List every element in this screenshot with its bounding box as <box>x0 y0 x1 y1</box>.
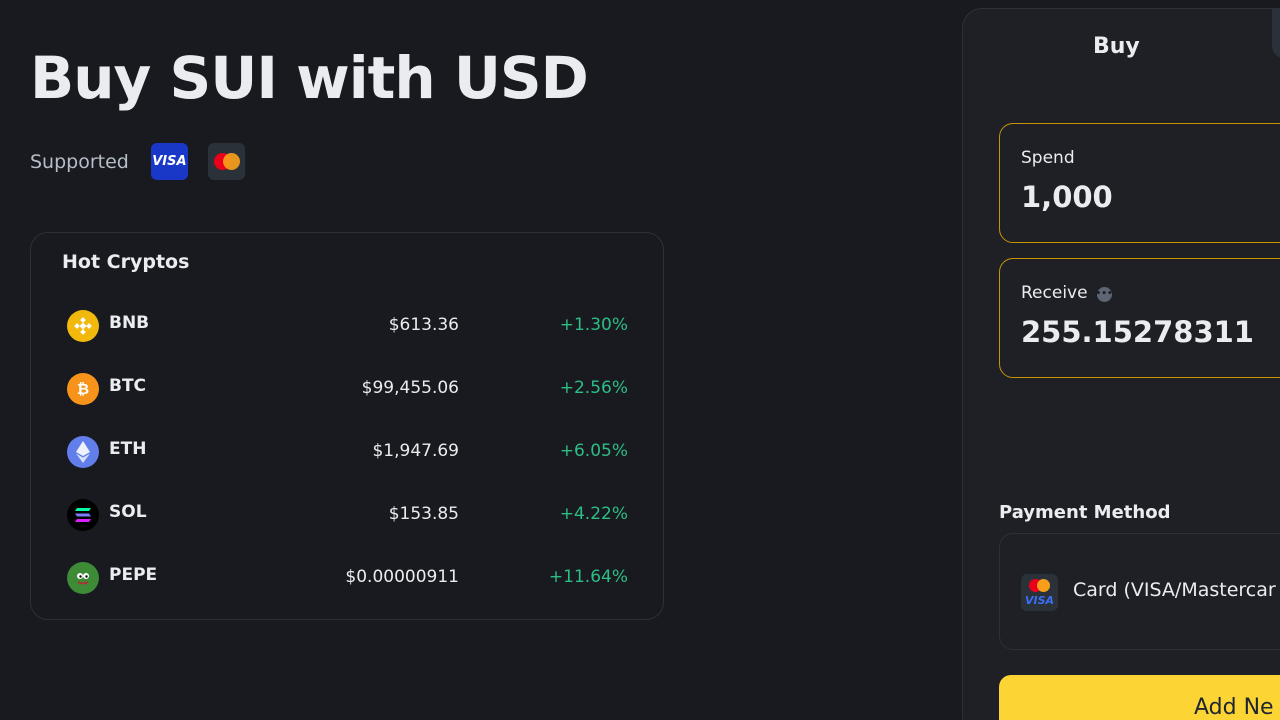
hot-cryptos-card: Hot Cryptos BNB $613.36 +1.30% ₿ BTC $99… <box>30 232 664 620</box>
supported-payments: Supported VISA <box>30 143 265 180</box>
crypto-price: $99,455.06 <box>361 378 459 398</box>
crypto-symbol: PEPE <box>109 565 158 585</box>
card-icon: VISA <box>1021 574 1058 611</box>
crypto-change: +1.30% <box>559 315 628 335</box>
pepe-icon <box>67 562 99 594</box>
visa-icon: VISA <box>150 143 188 180</box>
payment-method-label: Payment Method <box>999 502 1171 523</box>
crypto-row-bnb[interactable]: BNB $613.36 +1.30% <box>67 310 628 344</box>
crypto-change: +11.64% <box>548 567 628 587</box>
receive-field[interactable]: Receive ••• 255.15278311 <box>999 258 1280 378</box>
crypto-change: +4.22% <box>559 504 628 524</box>
tab-sell-edge[interactable] <box>1272 8 1280 58</box>
payment-method-value: Card (VISA/Mastercar <box>1073 579 1276 601</box>
crypto-change: +6.05% <box>559 441 628 461</box>
crypto-row-pepe[interactable]: PEPE $0.00000911 +11.64% <box>67 562 628 596</box>
add-button-label: Add Ne <box>1194 695 1274 720</box>
crypto-row-eth[interactable]: ETH $1,947.69 +6.05% <box>67 436 628 470</box>
crypto-price: $613.36 <box>388 315 459 335</box>
tab-buy[interactable]: Buy <box>1093 34 1140 59</box>
add-new-card-button[interactable]: Add Ne <box>999 675 1280 720</box>
bnb-icon <box>67 310 99 342</box>
supported-label: Supported <box>30 150 129 173</box>
crypto-row-sol[interactable]: SOL $153.85 +4.22% <box>67 499 628 533</box>
payment-method-select[interactable]: VISA Card (VISA/Mastercar <box>999 533 1280 650</box>
crypto-symbol: SOL <box>109 502 147 522</box>
crypto-price: $1,947.69 <box>372 441 459 461</box>
eth-icon <box>67 436 99 468</box>
receive-input[interactable]: 255.15278311 <box>1021 315 1254 349</box>
crypto-symbol: ETH <box>109 439 147 459</box>
crypto-symbol: BNB <box>109 313 150 333</box>
page-title: Buy SUI with USD <box>30 44 589 112</box>
spend-label: Spend <box>1021 148 1075 168</box>
mastercard-icon <box>207 143 245 180</box>
receive-label: Receive ••• <box>1021 283 1113 303</box>
visa-label: VISA <box>152 154 187 169</box>
crypto-price: $153.85 <box>388 504 459 524</box>
sol-icon <box>67 499 99 531</box>
crypto-symbol: BTC <box>109 376 147 396</box>
spend-field[interactable]: Spend 1,000 <box>999 123 1280 243</box>
crypto-change: +2.56% <box>559 378 628 398</box>
spend-input[interactable]: 1,000 <box>1021 180 1113 214</box>
crypto-price: $0.00000911 <box>345 567 459 587</box>
crypto-row-btc[interactable]: ₿ BTC $99,455.06 +2.56% <box>67 373 628 407</box>
info-icon[interactable]: ••• <box>1095 286 1113 302</box>
hot-cryptos-title: Hot Cryptos <box>62 251 190 273</box>
btc-icon: ₿ <box>67 373 99 405</box>
